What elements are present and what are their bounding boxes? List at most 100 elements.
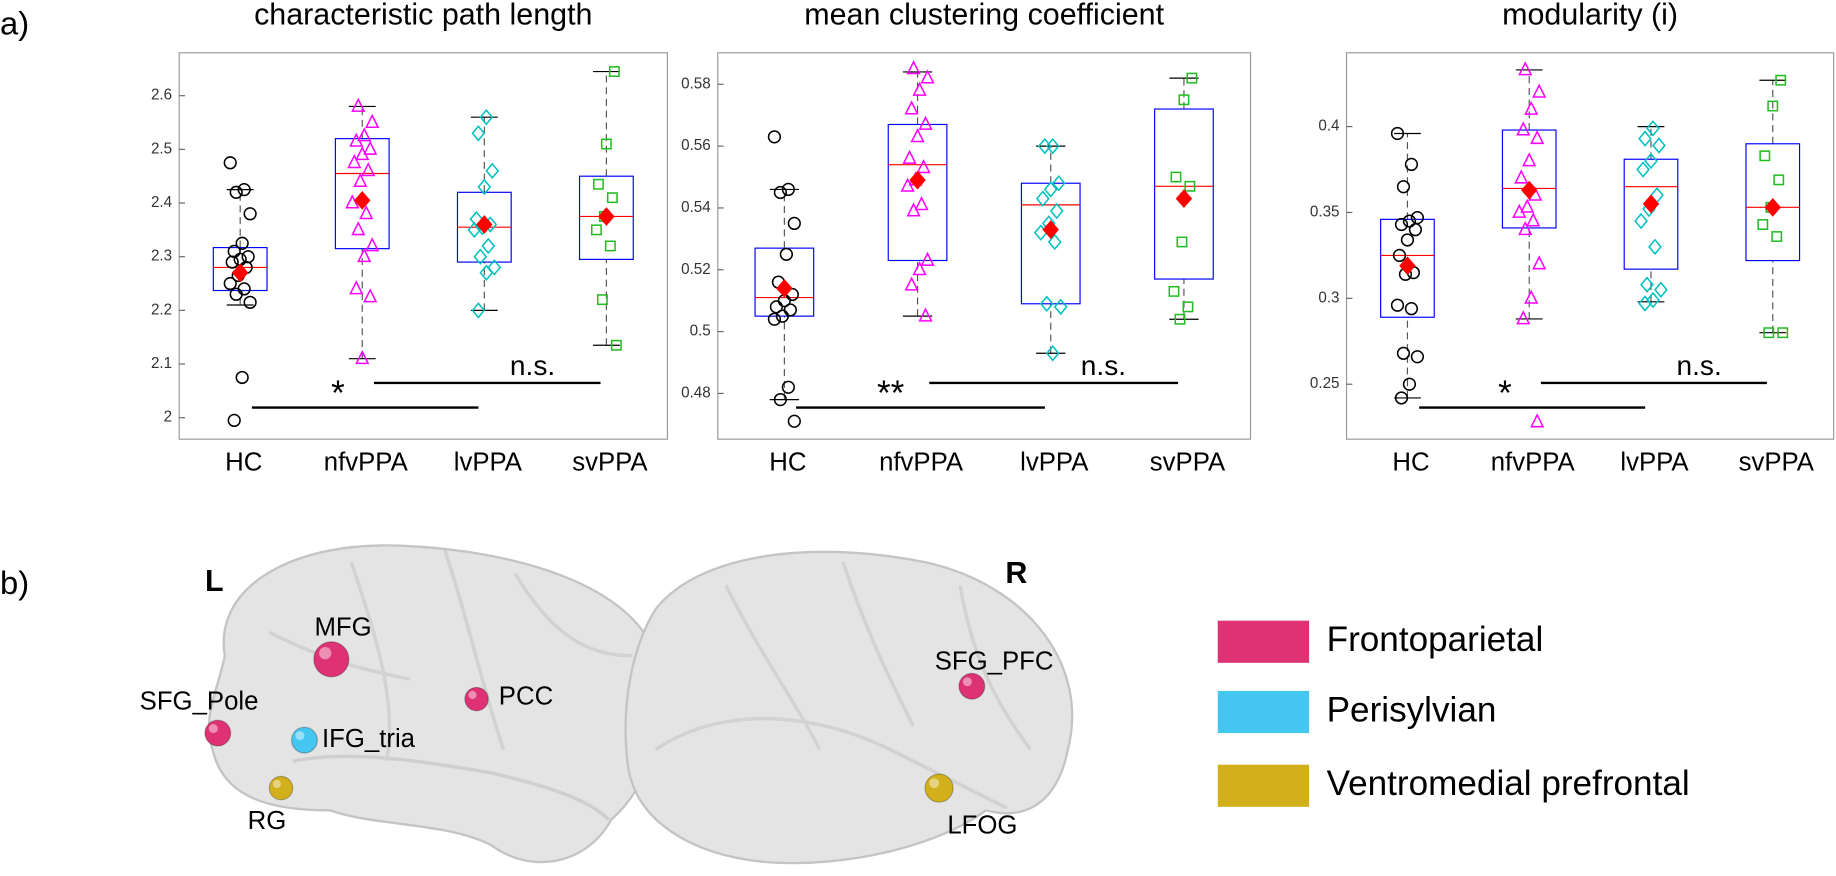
data-point (1757, 219, 1769, 230)
data-point (1518, 61, 1533, 76)
data-point (351, 221, 366, 236)
y-tick-label: 0.35 (1310, 203, 1340, 220)
data-point (1394, 217, 1409, 232)
data-point (592, 178, 604, 190)
data-point (1049, 202, 1064, 220)
data-point (1400, 233, 1415, 247)
data-point (473, 248, 488, 265)
node-highlight (962, 677, 972, 687)
data-point (1396, 180, 1411, 194)
data-point (910, 128, 925, 143)
data-point (227, 413, 241, 428)
node-highlight (208, 724, 218, 734)
data-point (1518, 220, 1533, 236)
data-point (912, 261, 927, 276)
x-tick-label: HC (769, 449, 806, 477)
data-point (357, 247, 372, 263)
mean-marker (776, 278, 793, 298)
y-tick-label: 2.5 (151, 140, 172, 157)
data-point (906, 202, 921, 217)
data-point (783, 303, 797, 317)
data-point (604, 240, 616, 252)
data-point (363, 140, 378, 155)
data-point (1646, 120, 1660, 137)
data-point (1053, 298, 1068, 316)
data-point (235, 236, 249, 250)
data-point (363, 288, 378, 303)
x-tick-label: nfvPPA (1491, 449, 1576, 477)
data-point (1514, 169, 1529, 184)
data-point (920, 251, 935, 266)
data-point (1634, 212, 1648, 230)
mean-marker (1642, 194, 1660, 214)
panel-label: b) (0, 564, 29, 601)
node-highlight (468, 690, 477, 700)
y-tick-label: 0.48 (681, 384, 711, 401)
data-point (349, 132, 364, 147)
data-point (229, 287, 243, 301)
data-point (773, 185, 788, 200)
significance-label: ** (877, 374, 905, 413)
data-point (1043, 181, 1058, 198)
data-point (787, 414, 801, 428)
box (1154, 108, 1214, 280)
data-point (1402, 377, 1417, 391)
plot-frame (717, 52, 1252, 440)
data-point (1047, 233, 1062, 251)
box (578, 175, 634, 260)
data-point (1636, 161, 1650, 178)
data-point (918, 115, 933, 130)
data-point (600, 138, 612, 150)
data-point (1777, 327, 1789, 339)
x-tick-label: svPPA (572, 449, 648, 477)
chart-title: characteristic path length (254, 0, 592, 32)
data-point (1045, 345, 1060, 362)
node-sphere (464, 686, 489, 712)
data-point (904, 276, 919, 291)
data-point (359, 205, 374, 220)
data-point (1644, 152, 1658, 170)
node-label: MFG (314, 614, 371, 642)
data-point (1759, 150, 1771, 162)
node-label: PCC (499, 683, 553, 711)
hemisphere-label: L (205, 564, 224, 598)
data-point (775, 309, 789, 323)
panel-label: a) (0, 4, 29, 41)
box (1501, 129, 1557, 229)
data-point (779, 247, 793, 261)
chart-title: modularity (i) (1502, 0, 1678, 32)
y-tick-label: 2.4 (151, 194, 173, 211)
data-point (1184, 180, 1196, 192)
data-point (351, 97, 366, 112)
data-point (243, 207, 257, 221)
node-label: LFOG (947, 812, 1017, 840)
data-point (355, 146, 370, 161)
data-point (1640, 276, 1654, 293)
data-point (1170, 171, 1182, 183)
y-tick-label: 0.56 (681, 137, 711, 154)
data-point (1178, 94, 1190, 106)
x-tick-label: HC (225, 449, 262, 477)
legend-swatch (1217, 690, 1310, 734)
x-tick-label: lvPPA (454, 449, 523, 477)
data-point (1182, 301, 1194, 313)
node-sphere (313, 641, 350, 678)
x-tick-label: HC (1392, 449, 1429, 477)
legend-label: Frontoparietal (1327, 620, 1544, 659)
data-point (1648, 238, 1662, 256)
y-tick-label: 0.5 (690, 323, 711, 340)
data-point (787, 216, 801, 231)
data-point (1392, 248, 1407, 263)
data-point (1638, 295, 1652, 312)
node-label: SFG_Pole (140, 687, 259, 715)
data-point (1530, 129, 1545, 145)
data-point (471, 125, 486, 142)
data-point (1530, 413, 1545, 428)
box (1745, 143, 1801, 262)
mean-marker (354, 190, 371, 210)
data-point (1516, 310, 1531, 325)
data-point (781, 380, 795, 394)
x-tick-label: lvPPA (1620, 449, 1689, 477)
y-tick-label: 2.2 (151, 301, 172, 318)
